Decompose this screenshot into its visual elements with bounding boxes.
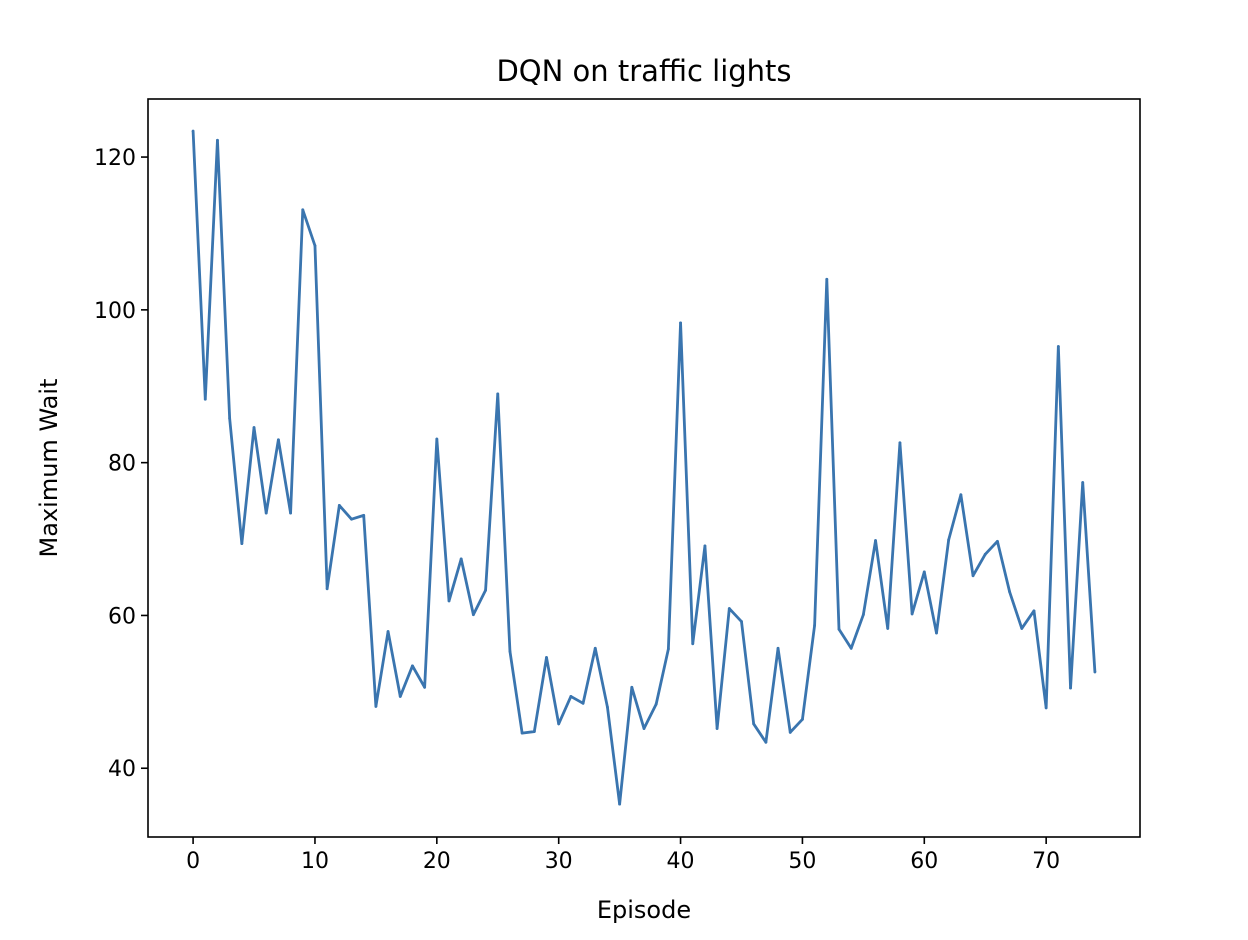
- data-point: [654, 702, 658, 706]
- data-point: [374, 704, 378, 708]
- data-point: [703, 544, 707, 548]
- data-point: [679, 321, 682, 325]
- data-point: [922, 570, 926, 574]
- y-tick-label: 120: [94, 146, 136, 171]
- data-point: [935, 631, 938, 635]
- data-point: [1069, 686, 1072, 690]
- data-point: [435, 437, 439, 441]
- y-tick-label: 40: [108, 757, 136, 782]
- data-point: [788, 730, 792, 734]
- data-point: [264, 511, 268, 515]
- data-point: [971, 574, 975, 578]
- data-point: [569, 695, 573, 698]
- x-tick-label: 50: [788, 849, 816, 874]
- data-point: [813, 623, 817, 627]
- data-point: [240, 542, 244, 546]
- data-point: [727, 607, 731, 610]
- plot-area: [147, 98, 1141, 838]
- data-point: [801, 717, 804, 721]
- data-point: [203, 397, 207, 401]
- data-point: [898, 441, 902, 445]
- data-point: [1093, 670, 1097, 674]
- data-point: [313, 244, 317, 248]
- data-point: [776, 646, 780, 650]
- data-point: [532, 730, 536, 733]
- y-axis-ticks: 40 60 80 100 120: [94, 146, 148, 782]
- data-point: [216, 138, 219, 142]
- data-point: [581, 701, 585, 705]
- y-tick-label: 80: [108, 452, 136, 477]
- data-point: [545, 656, 548, 659]
- data-point: [983, 552, 987, 556]
- data-point: [520, 731, 524, 735]
- data-point: [252, 426, 256, 429]
- data-point: [423, 685, 427, 689]
- data-point: [508, 649, 512, 653]
- data-point: [910, 612, 914, 616]
- y-tick-label: 60: [108, 604, 136, 629]
- data-point: [837, 627, 841, 631]
- data-point: [606, 705, 609, 709]
- y-tick-label: 100: [94, 299, 136, 324]
- data-point: [752, 722, 756, 726]
- data-point: [666, 647, 670, 651]
- x-axis-ticks: 0 10 20 30 40 50 60 70: [186, 837, 1060, 874]
- y-axis-label: Maximum Wait: [35, 379, 63, 558]
- data-point: [191, 129, 195, 133]
- data-point: [484, 588, 487, 592]
- data-point: [471, 613, 475, 617]
- data-point: [691, 642, 695, 646]
- data-point: [630, 685, 634, 689]
- series-layer: [191, 129, 1097, 806]
- data-point: [276, 438, 280, 442]
- x-axis-label: Episode: [597, 896, 691, 924]
- x-tick-label: 10: [301, 849, 329, 874]
- data-point: [861, 613, 865, 617]
- x-tick-label: 40: [667, 849, 695, 874]
- data-point: [386, 630, 390, 633]
- data-point: [618, 802, 622, 806]
- data-point: [350, 517, 353, 521]
- data-point: [1008, 590, 1012, 594]
- data-point: [593, 646, 597, 650]
- data-point: [398, 695, 402, 698]
- data-point: [1081, 481, 1085, 484]
- x-tick-label: 60: [910, 849, 938, 874]
- data-point: [1056, 345, 1060, 348]
- data-point: [1044, 706, 1048, 710]
- data-point: [849, 646, 853, 650]
- data-point: [289, 511, 292, 515]
- data-point: [996, 539, 999, 543]
- chart-title: DQN on traffic lights: [496, 54, 791, 88]
- x-tick-label: 30: [545, 849, 573, 874]
- x-tick-label: 20: [423, 849, 451, 874]
- data-point: [557, 722, 561, 726]
- data-point: [886, 627, 890, 630]
- data-point: [447, 599, 451, 603]
- data-point: [947, 538, 951, 542]
- data-point: [825, 277, 829, 281]
- x-tick-label: 0: [186, 849, 200, 874]
- x-tick-label: 70: [1032, 849, 1060, 874]
- data-point: [1032, 609, 1036, 613]
- data-point: [228, 416, 232, 420]
- data-point: [715, 727, 719, 730]
- data-point: [1020, 627, 1024, 630]
- axes-frame: [147, 98, 1141, 838]
- data-point: [642, 727, 646, 730]
- data-point: [740, 620, 743, 623]
- data-point: [362, 513, 366, 517]
- data-point: [325, 587, 329, 591]
- data-point: [496, 392, 500, 396]
- data-point: [959, 493, 963, 497]
- data-point: [337, 504, 341, 507]
- data-point: [411, 664, 414, 668]
- data-point: [874, 539, 877, 542]
- data-point: [459, 557, 463, 561]
- data-point: [301, 208, 305, 212]
- data-point: [764, 740, 768, 744]
